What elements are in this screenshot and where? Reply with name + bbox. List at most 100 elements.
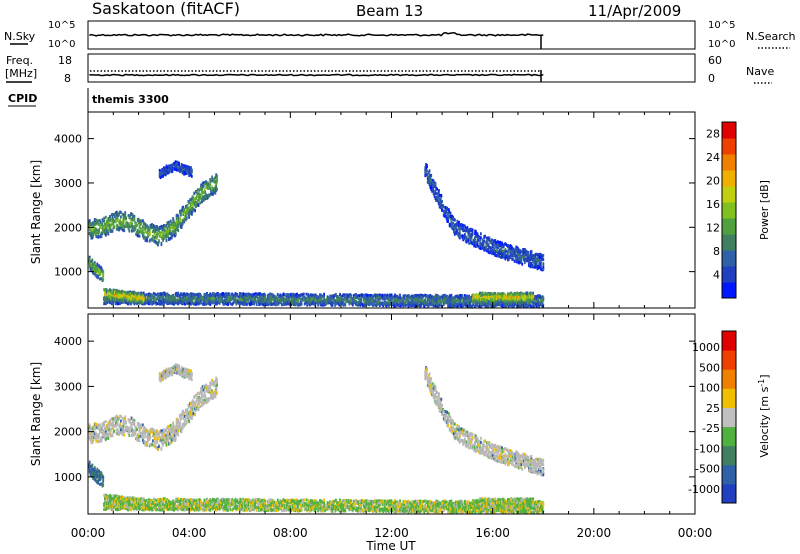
power-cell (152, 234, 154, 238)
power-cell (490, 292, 492, 296)
power-cell (435, 196, 438, 200)
power-cell (213, 292, 216, 296)
power-cell (471, 242, 474, 246)
power-cell (112, 302, 115, 306)
power-cell (498, 254, 501, 258)
power-cell (174, 297, 176, 300)
power-cell (507, 300, 510, 304)
power-cell (505, 243, 508, 247)
power-cell (160, 292, 163, 296)
power-cell (91, 258, 94, 262)
power-cell (534, 301, 536, 305)
power-cell (216, 187, 218, 191)
power-cell (276, 299, 279, 303)
power-cell (445, 214, 448, 218)
power-cell (533, 305, 535, 309)
power-cell (507, 257, 510, 261)
power-cell (464, 226, 467, 230)
power-cell (215, 298, 218, 302)
power-cell (416, 301, 419, 305)
power-cell (163, 236, 165, 240)
power-cell (169, 219, 172, 223)
power-cell (449, 214, 452, 218)
power-cell (330, 301, 333, 305)
power-cell (227, 302, 229, 306)
power-cell (204, 190, 207, 194)
nsky-right-tick-top: 10^5 (708, 20, 735, 31)
power-cell (485, 239, 488, 243)
power-cell (283, 303, 286, 306)
power-cell (471, 231, 474, 235)
power-cell (149, 238, 152, 242)
power-cell (499, 240, 502, 244)
power-cell (149, 301, 152, 305)
power-cell (439, 299, 442, 302)
power-cell (198, 192, 201, 196)
power-cell (103, 296, 105, 300)
power-cell (133, 214, 136, 218)
power-cell (144, 296, 147, 300)
power-cell (462, 224, 465, 228)
power-cell (98, 228, 100, 232)
freq-right-tick-top: 60 (708, 54, 722, 67)
power-cell (405, 303, 407, 307)
power-cell (116, 219, 119, 222)
power-cell (211, 192, 214, 196)
power-cell (159, 176, 162, 180)
freq-label-line1: Freq. (6, 54, 33, 67)
power-cell (138, 234, 141, 238)
power-cell (102, 278, 105, 282)
power-cell (480, 293, 482, 297)
power-cell (376, 296, 379, 300)
power-cell (202, 299, 205, 303)
power-cell (452, 299, 454, 303)
power-cell (538, 266, 540, 269)
power-cell (218, 299, 221, 303)
power-cell (527, 251, 529, 255)
power-cell (142, 231, 145, 235)
power-cell (197, 294, 200, 298)
power-cell (297, 298, 299, 302)
power-cell (469, 302, 471, 305)
power-cell (448, 304, 451, 308)
power-cell (158, 168, 161, 172)
power-cell (143, 235, 146, 239)
power-cell (535, 297, 538, 301)
power-cell (491, 295, 494, 299)
power-cell (211, 187, 214, 191)
power-cell (330, 299, 332, 303)
power-cell (518, 303, 520, 307)
power-cell (432, 188, 434, 192)
power-cell (319, 303, 322, 307)
power-cell (519, 251, 522, 254)
power-cell (460, 225, 463, 229)
power-cell (276, 303, 278, 307)
power-cell (436, 187, 438, 191)
power-cell (504, 293, 507, 297)
power-cell (199, 193, 202, 197)
power-cell (210, 192, 212, 196)
power-cell (466, 226, 469, 230)
power-cell (205, 186, 207, 190)
power-cell (507, 255, 509, 259)
power-cell (178, 163, 180, 167)
power-cell (131, 222, 133, 226)
power-cell (443, 214, 446, 218)
power-cell (445, 299, 448, 303)
power-cell (198, 292, 201, 296)
power-cell (195, 296, 198, 300)
power-cell (527, 253, 529, 257)
power-cell (180, 162, 183, 166)
power-cell (477, 299, 480, 303)
freq-left-tick-bottom: 8 (64, 72, 71, 85)
nsky-label: N.Sky (4, 30, 36, 43)
power-cell (503, 302, 506, 306)
power-cell (157, 243, 159, 247)
power-cell (426, 173, 428, 176)
power-cell (211, 175, 213, 179)
power-cell (410, 294, 413, 298)
power-cell (516, 305, 519, 309)
power-cell (260, 293, 263, 297)
power-cell (464, 239, 467, 243)
power-cell (154, 239, 157, 243)
